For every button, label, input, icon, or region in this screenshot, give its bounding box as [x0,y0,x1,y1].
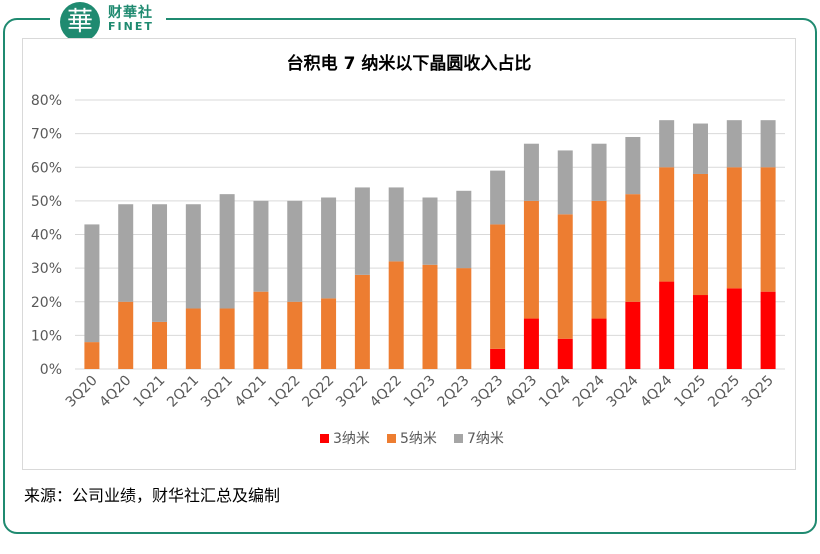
x-tick-label: 1Q25 [671,373,709,411]
bar-5nm [490,224,506,349]
bar-5nm [219,308,235,369]
bar-7nm [253,200,269,292]
x-tick-label: 4Q23 [502,373,540,411]
bar-5nm [354,274,370,369]
brand-name: 财華社 FINET [106,6,160,34]
x-tick-label: 2Q23 [435,373,473,411]
bar-3nm [591,318,607,369]
y-tick-label: 0% [40,362,62,378]
bar-7nm [321,197,337,299]
bar-5nm [659,167,675,282]
x-tick-label: 1Q24 [536,372,574,410]
bar-7nm [185,204,201,309]
bar-5nm [287,301,303,369]
x-tick-label: 1Q21 [130,373,168,411]
x-tick-label: 4Q22 [367,373,405,411]
bar-5nm [388,261,404,369]
bar-5nm [185,308,201,369]
bar-5nm [118,301,134,369]
bar-3nm [625,301,641,369]
x-tick-label: 2Q22 [299,373,337,411]
legend-label: 3纳米 [333,431,370,447]
x-tick-label: 3Q24 [604,372,642,410]
bar-3nm [557,338,573,369]
bar-7nm [84,224,100,343]
bar-7nm [354,187,370,275]
brand-logo-icon: 華 [60,2,100,42]
bar-3nm [726,288,742,369]
bar-5nm [253,291,269,369]
legend-label: 7纳米 [467,431,504,447]
source-note: 来源：公司业绩，财华社汇总及编制 [24,486,281,505]
bar-5nm [523,200,539,319]
y-tick-label: 60% [31,160,62,176]
x-tick-label: 4Q21 [232,373,270,411]
legend-swatch [320,434,329,443]
bar-5nm [692,173,708,296]
bar-3nm [490,348,506,369]
x-tick-label: 2Q21 [164,373,202,411]
bar-7nm [659,120,675,168]
brand-name-en: FINET [108,20,154,33]
bar-7nm [388,187,404,262]
x-tick-label: 2Q25 [705,373,743,411]
x-tick-label: 1Q23 [401,373,439,411]
chart-container: 台积电 7 纳米以下晶圆收入占比 0% 10% 20% 30% 40% 50% 60% 70%… [22,38,796,470]
x-tick-label: 4Q20 [97,373,135,411]
x-tick-label: 3Q20 [63,373,101,411]
y-tick-label: 30% [31,261,62,277]
bar-7nm [118,204,134,302]
bar-7nm [152,204,168,322]
y-tick-label: 80% [31,93,62,109]
bar-7nm [591,143,607,201]
bar-7nm [287,200,303,302]
bar-7nm [557,150,573,215]
y-tick-label: 40% [31,228,62,244]
bar-7nm [692,123,708,174]
bar-5nm [422,264,438,369]
stacked-bar-chart: 0%10%20%30%40%50%60%70%80%3Q204Q201Q212Q… [31,93,785,447]
bar-3nm [523,318,539,369]
bar-5nm [456,268,472,369]
bar-5nm [760,167,776,292]
x-tick-label: 3Q25 [739,373,777,411]
bar-7nm [760,120,776,168]
bar-5nm [84,342,100,369]
bar-7nm [523,143,539,201]
bar-5nm [557,214,573,339]
chart-title: 台积电 7 纳米以下晶圆收入占比 [286,54,532,74]
bar-5nm [625,194,641,302]
y-tick-label: 10% [31,328,62,344]
x-tick-label: 4Q24 [637,372,675,410]
y-tick-label: 20% [31,295,62,311]
bar-3nm [760,291,776,369]
bar-7nm [456,190,472,269]
bar-7nm [490,170,506,225]
brand-name-cn: 财華社 [108,5,153,21]
x-tick-label: 3Q23 [468,373,506,411]
legend-swatch [454,434,463,443]
y-tick-label: 50% [31,194,62,210]
bar-3nm [692,295,708,369]
bar-5nm [591,200,607,319]
legend-swatch [387,434,396,443]
bar-7nm [625,136,641,195]
bar-3nm [659,281,675,369]
bar-7nm [422,197,438,265]
bar-5nm [321,298,337,369]
bar-5nm [152,321,168,369]
bar-5nm [726,167,742,289]
x-tick-label: 1Q22 [266,373,304,411]
x-tick-label: 3Q22 [333,373,371,411]
x-tick-label: 3Q21 [198,373,236,411]
x-tick-label: 2Q24 [570,372,608,410]
bar-7nm [726,120,742,168]
y-tick-label: 70% [31,127,62,143]
bar-7nm [219,194,235,309]
legend-label: 5纳米 [400,431,437,447]
